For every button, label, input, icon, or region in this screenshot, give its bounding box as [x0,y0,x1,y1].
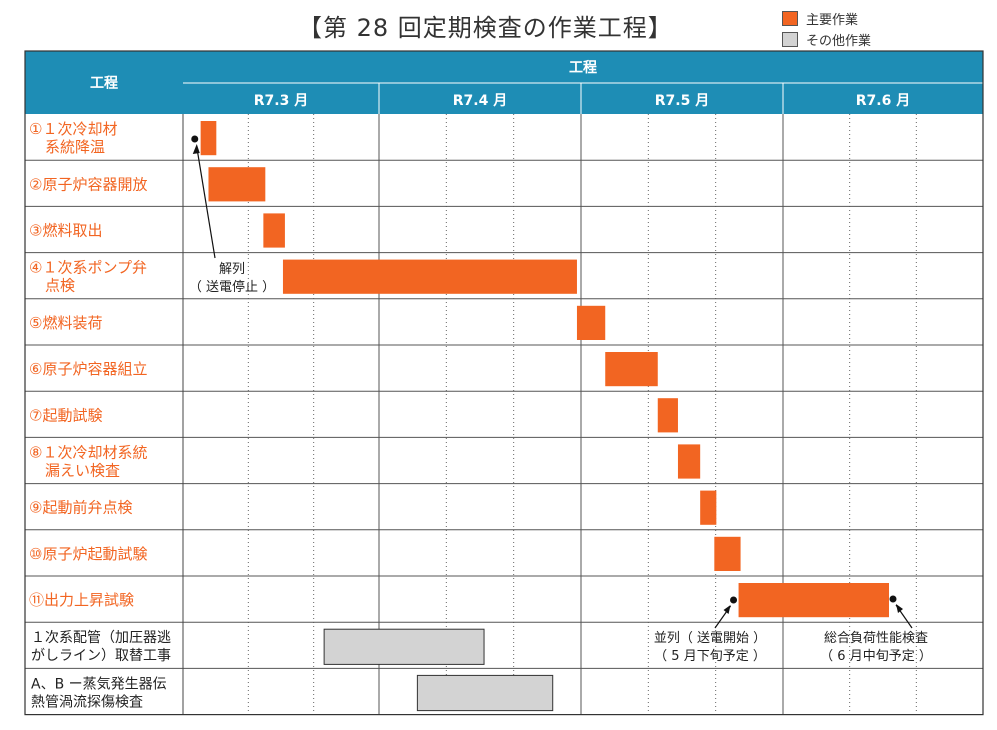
annotation-arrowhead [896,604,903,613]
task-label: ①１次冷却材 [29,120,117,138]
task-label: 漏えい検査 [45,461,120,479]
event-marker [730,596,738,604]
task-bar [677,444,701,479]
task-label: ⑧１次冷却材系統 [29,443,147,461]
legend-main-swatch [782,11,798,26]
task-bar [700,490,717,525]
task-label: ⑦起動試験 [29,406,102,424]
task-label: 系統降温 [45,138,105,156]
task-label: １次系配管（加圧器逃 [31,630,171,646]
chart-title: 【第 28 回定期検査の作業工程】 [298,14,673,42]
task-label: A、B ー蒸気発生器伝 [31,676,167,692]
task-label: ⑨起動前弁点検 [29,499,132,517]
legend-other: その他作業 [782,30,871,49]
month-label: R7.5 月 [655,93,709,109]
annotation-text: 解列 [219,262,245,277]
task-label: ④１次系ポンプ弁 [29,259,147,277]
task-label: ⑩原子炉起動試験 [29,545,147,563]
process-col-header-label: 工程 [90,76,118,92]
task-bar [282,259,577,294]
annotation-text: （ 5 月下旬予定 ） [654,649,766,664]
table-border [24,50,984,716]
process-col-header [25,51,183,114]
month-label: R7.4 月 [453,93,507,109]
task-label: 熱管渦流探傷検査 [31,694,143,710]
task-label: ⑪出力上昇試験 [29,591,134,609]
annotation-text: 総合負荷性能検査 [824,631,928,646]
legend-other-swatch [782,32,798,47]
task-bar [605,352,658,387]
task-bar [263,213,285,248]
task-bar [416,674,554,712]
legend-main-label: 主要作業 [806,13,859,28]
month-label: R7.3 月 [254,93,308,109]
month-label: R7.6 月 [856,93,910,109]
task-bar [208,167,266,202]
task-bar [323,628,485,665]
task-label: ⑥原子炉容器組立 [29,360,147,378]
task-bar [714,536,741,571]
task-label: 点検 [45,277,75,295]
event-marker [191,135,199,143]
legend-other-label: その他作業 [806,34,872,49]
annotation-arrowhead [723,605,731,614]
task-label: がしライン）取替工事 [31,648,171,664]
task-bar [738,583,889,618]
task-label: ⑤燃料装荷 [29,314,102,332]
event-marker [889,595,897,603]
task-label: ②原子炉容器開放 [29,175,147,193]
annotation-text: 並列（ 送電開始 ） [654,631,766,646]
annotation-text: （ 6 月中旬予定 ） [820,649,932,664]
annotation-arrow [196,146,216,259]
legend-main: 主要作業 [782,9,858,28]
timeline-header-label: 工程 [569,60,597,76]
task-bar [657,398,678,433]
task-bar [576,305,606,340]
annotation-arrowhead [192,144,200,154]
task-bar [200,121,217,156]
task-label: ③燃料取出 [29,222,102,240]
annotation-text: （ 送電停止 ） [189,279,275,295]
